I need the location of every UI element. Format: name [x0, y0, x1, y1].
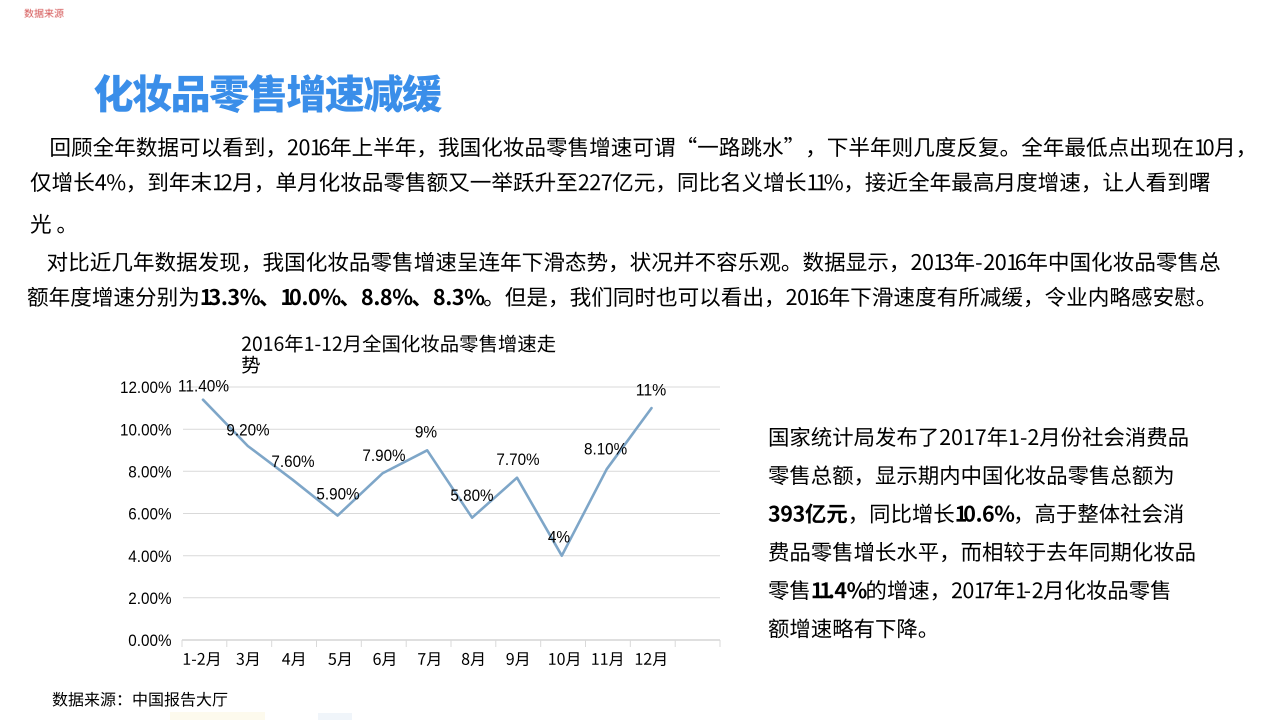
svg-text:8.00%: 8.00% — [128, 462, 171, 481]
svg-text:4%: 4% — [548, 528, 570, 547]
svg-text:7.60%: 7.60% — [271, 452, 314, 471]
svg-text:11.40%: 11.40% — [178, 377, 229, 396]
svg-text:2.00%: 2.00% — [128, 589, 171, 608]
svg-text:10.00%: 10.00% — [120, 420, 172, 439]
svg-text:0.00%: 0.00% — [128, 631, 171, 650]
svg-text:11%: 11% — [636, 381, 667, 400]
svg-text:6.00%: 6.00% — [128, 505, 171, 524]
svg-text:7.90%: 7.90% — [362, 446, 405, 465]
svg-text:12.00%: 12.00% — [120, 378, 172, 397]
svg-text:8.10%: 8.10% — [584, 440, 627, 459]
svg-text:5.90%: 5.90% — [316, 485, 359, 504]
svg-text:9%: 9% — [415, 423, 437, 442]
svg-text:5.80%: 5.80% — [450, 486, 493, 505]
svg-text:7.70%: 7.70% — [496, 450, 539, 469]
svg-text:4.00%: 4.00% — [128, 547, 171, 566]
svg-text:9.20%: 9.20% — [226, 421, 269, 440]
